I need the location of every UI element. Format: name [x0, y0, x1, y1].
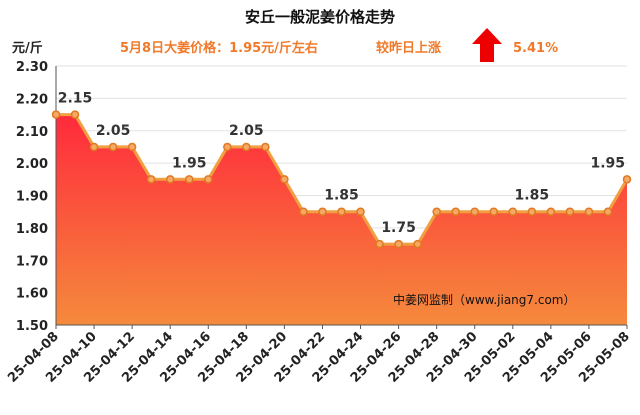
data-point	[413, 239, 422, 249]
data-label: 1.75	[381, 220, 416, 236]
data-point	[356, 207, 365, 216]
change-text: 较昨日上涨	[376, 40, 441, 56]
y-tick-label: 2.20	[16, 92, 48, 107]
y-tick-label: 1.70	[16, 254, 48, 269]
up-arrow-icon	[472, 28, 502, 62]
data-point	[527, 207, 537, 216]
y-tick-label: 2.30	[16, 60, 48, 75]
data-point	[432, 207, 441, 216]
y-tick-label: 1.80	[16, 222, 48, 237]
data-point	[337, 207, 346, 216]
data-label: 1.85	[515, 188, 550, 204]
data-point	[508, 207, 518, 216]
data-label: 1.85	[324, 188, 359, 204]
y-tick-label: 1.60	[16, 287, 48, 302]
data-point	[127, 142, 137, 152]
y-tick-label: 1.50	[16, 319, 48, 334]
area-fill	[56, 114, 627, 325]
y-tick-labels: 2.30 2.20 2.10 2.00 1.90 1.80 1.70 1.60 1.50	[16, 60, 48, 334]
data-label: 2.05	[229, 123, 264, 139]
chart-subtitle: 5月8日大姜价格：1.95元/斤左右	[120, 40, 318, 56]
data-point	[451, 207, 460, 216]
data-markers	[51, 110, 632, 249]
data-point	[146, 175, 156, 184]
data-point	[394, 239, 403, 249]
data-point	[242, 142, 251, 152]
data-point	[375, 239, 384, 249]
data-point	[280, 175, 289, 184]
data-point	[108, 142, 118, 152]
data-point	[89, 142, 99, 152]
change-percent: 5.41%	[513, 41, 558, 56]
data-point	[184, 175, 194, 184]
data-point	[204, 175, 213, 184]
data-label: 2.15	[58, 91, 93, 107]
data-point	[299, 207, 308, 216]
y-tick-label: 2.10	[16, 125, 48, 140]
watermark: 中姜网监制（www.jiang7.com）	[393, 292, 575, 307]
x-tick-labels: 25-04-0825-04-1025-04-1225-04-1425-04-16…	[5, 325, 633, 386]
y-tick-label: 2.00	[16, 157, 48, 172]
y-tick-label: 1.90	[16, 190, 48, 205]
data-point	[546, 207, 556, 216]
data-point	[223, 142, 232, 152]
data-label: 1.95	[590, 155, 625, 171]
chart-title: 安丘一般泥姜价格走势	[245, 8, 395, 26]
data-point	[470, 207, 479, 216]
data-point	[70, 110, 80, 119]
data-labels: 2.152.051.952.051.851.751.851.95	[58, 91, 625, 237]
data-label: 1.95	[172, 155, 207, 171]
data-point	[603, 207, 613, 216]
y-axis-label: 元/斤	[12, 40, 43, 56]
data-point	[489, 207, 499, 216]
data-point	[51, 110, 61, 119]
data-point	[318, 207, 327, 216]
data-point	[565, 207, 575, 216]
data-point	[165, 175, 175, 184]
data-point	[622, 175, 632, 184]
data-point	[584, 207, 594, 216]
data-point	[261, 142, 270, 152]
data-label: 2.05	[96, 123, 131, 139]
